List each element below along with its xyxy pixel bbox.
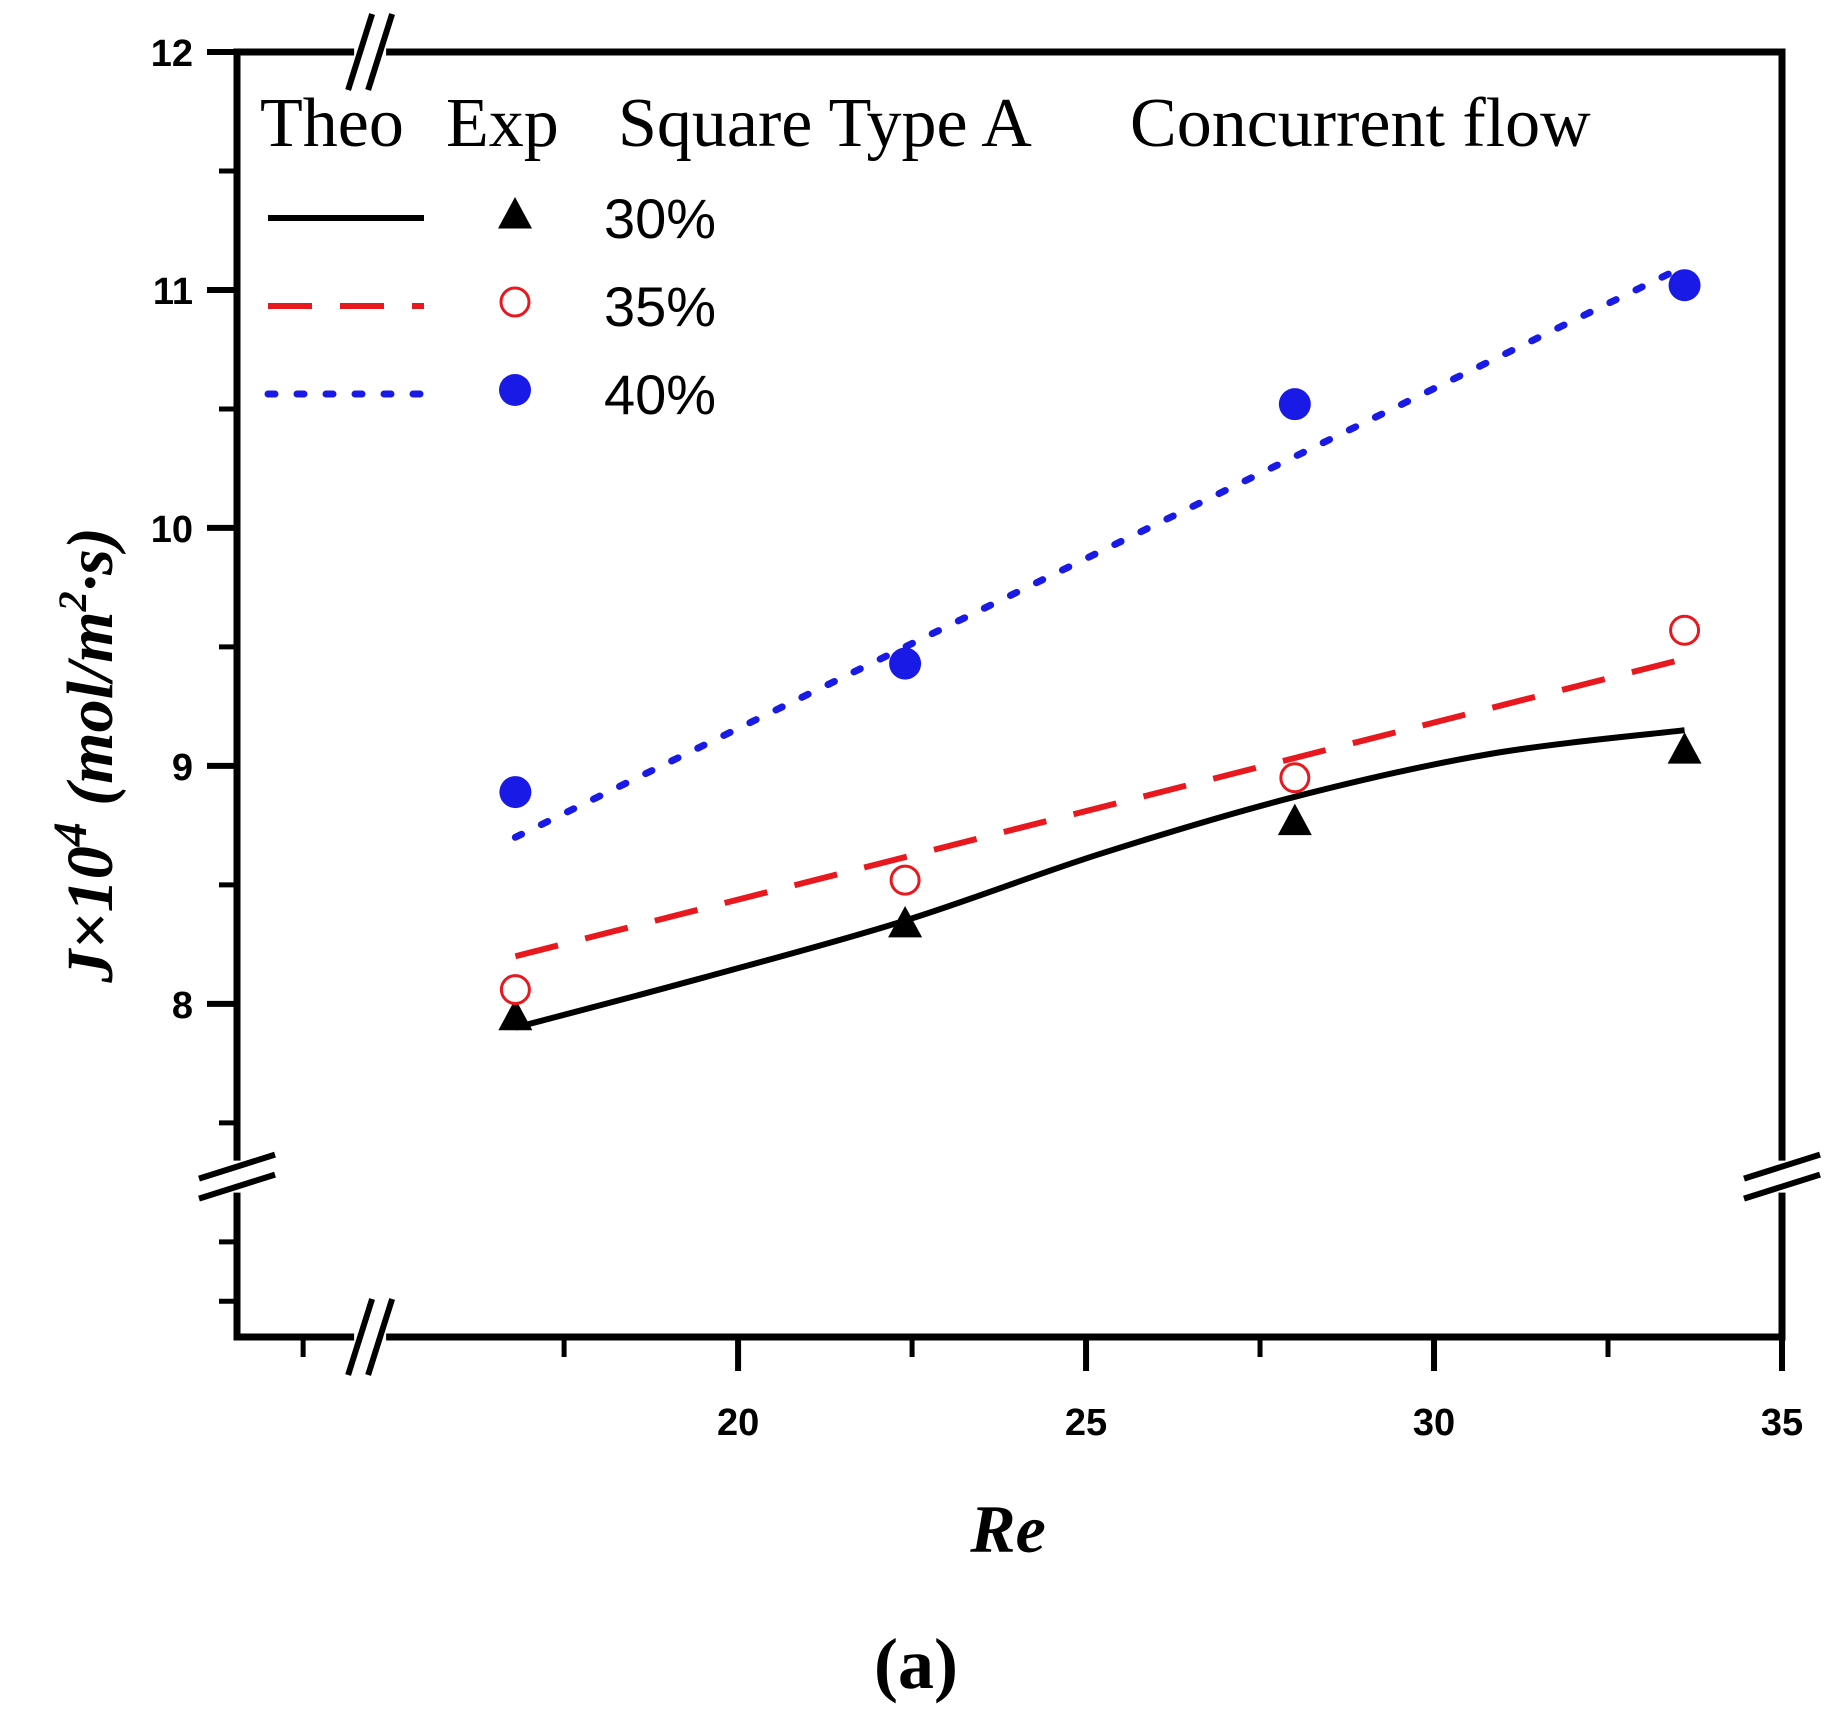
data-point — [498, 998, 533, 1031]
data-point — [1669, 614, 1701, 646]
flow-label: Concurrent flow — [1130, 85, 1591, 162]
series-30pct — [498, 727, 1702, 1031]
legend-header-theory: Theo — [260, 85, 404, 162]
legend-label-35pct: 35% — [604, 275, 716, 338]
axes: 20 25 30 35 8 9 10 11 12 — [151, 13, 1821, 1444]
data-point — [1277, 803, 1312, 836]
legend-marker-30pct — [498, 197, 532, 229]
x-break-mark-top-stroke-2 — [365, 13, 395, 91]
data-point — [1278, 388, 1311, 421]
y-break-mark-left — [198, 1151, 276, 1202]
legend-label-40pct: 40% — [604, 363, 716, 426]
y-break-mark-left-stroke-1 — [198, 1151, 276, 1182]
data-point — [499, 974, 531, 1006]
x-tick-label: 25 — [1065, 1402, 1107, 1444]
legend-marker-40pct — [499, 374, 531, 406]
data-point — [1279, 762, 1311, 794]
legend-marker-35pct — [499, 286, 531, 318]
y-break-mark-right — [1743, 1151, 1821, 1202]
x-break-mark-top — [345, 13, 395, 91]
series-40pct — [499, 262, 1701, 841]
x-tick-label: 35 — [1761, 1402, 1803, 1444]
legend-label-30pct: 30% — [604, 187, 716, 250]
y-tick-label: 8 — [172, 985, 193, 1027]
x-tick-label: 20 — [717, 1402, 759, 1444]
data-point — [889, 647, 922, 680]
plot-frame — [233, 48, 1786, 1341]
theory-line-30pct — [514, 727, 1685, 1031]
legend: Theo Exp Square Type A Concurrent flow 3… — [260, 85, 1591, 426]
y-tick-label: 11 — [153, 271, 193, 313]
y-tick-label: 12 — [151, 33, 193, 75]
theory-line-35pct — [514, 655, 1686, 960]
series-layer — [498, 262, 1702, 1031]
data-point — [888, 905, 923, 938]
x-break-mark-bottom-stroke-2 — [365, 1298, 395, 1376]
data-point — [1668, 269, 1701, 302]
x-break-mark-bottom — [345, 1298, 395, 1376]
y-axis-label: J×104 (mol/m2·s) — [44, 527, 127, 984]
legend-header-experiment: Exp — [446, 85, 559, 162]
series-35pct — [499, 614, 1701, 1006]
x-tick-label: 30 — [1413, 1402, 1455, 1444]
x-break-mark-top-stroke-1 — [345, 13, 375, 91]
theory-line-40pct — [511, 262, 1689, 841]
x-axis-label: Re — [969, 1491, 1046, 1567]
data-point — [499, 776, 532, 809]
y-break-mark-left-stroke-2 — [198, 1171, 276, 1202]
x-break-mark-bottom-stroke-1 — [345, 1298, 375, 1376]
chart-title: Square Type A — [618, 85, 1032, 162]
panel-label: (a) — [874, 1624, 958, 1704]
y-break-mark-right-stroke-1 — [1743, 1151, 1821, 1182]
data-point — [1667, 732, 1702, 764]
data-point — [889, 864, 921, 896]
y-break-mark-right-stroke-2 — [1743, 1171, 1821, 1202]
y-tick-label: 9 — [172, 747, 193, 789]
y-tick-label: 10 — [151, 509, 193, 551]
